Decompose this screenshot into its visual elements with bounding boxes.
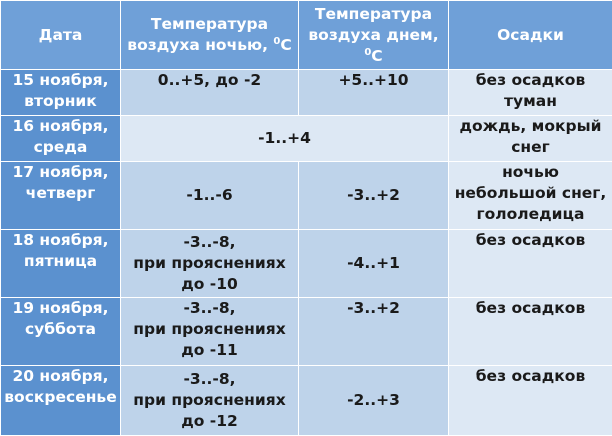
row-date: 17 ноября, четверг — [1, 162, 121, 230]
day-temp-value: -4..+1 — [301, 253, 446, 274]
weekday-line: пятница — [3, 251, 118, 272]
precip-line: снег — [451, 137, 610, 158]
night-temp-cell: 0..+5, до -2 — [121, 70, 299, 116]
night-unit: C — [280, 36, 291, 54]
precip-cell: без осадков туман — [449, 70, 612, 116]
row-date: 19 ноября, суббота — [1, 298, 121, 366]
row-date: 20 ноября, воскресенье — [1, 366, 121, 436]
precip-cell: ночью небольшой снег, гололедица — [449, 162, 612, 230]
row-date: 15 ноября, вторник — [1, 70, 121, 116]
night-temp-cell: -3..-8, при прояснениях до -11 — [121, 298, 299, 366]
day-header-line3: 0C — [301, 46, 446, 67]
date-line: 15 ноября, — [3, 70, 118, 91]
column-header-precipitation: Осадки — [449, 1, 612, 70]
night-header-text: воздуха ночью, — [127, 36, 273, 54]
weekday-line: среда — [3, 137, 118, 158]
precip-line: гололедица — [451, 204, 610, 225]
row-date: 16 ноября, среда — [1, 116, 121, 162]
night-header-line2: воздуха ночью, 0C — [123, 35, 296, 56]
night-temp-cell: -3..-8, при прояснениях до -10 — [121, 230, 299, 298]
precip-line: без осадков — [451, 298, 610, 319]
row-date: 18 ноября, пятница — [1, 230, 121, 298]
night-temp-note: до -11 — [123, 340, 296, 361]
day-temp-value: +5..+10 — [301, 70, 446, 91]
precip-line: небольшой снег, — [451, 183, 610, 204]
precip-line: туман — [451, 91, 610, 112]
precip-line: без осадков — [451, 366, 610, 387]
precip-cell: без осадков — [449, 230, 612, 298]
day-temp-value: -3..+2 — [301, 298, 446, 319]
weekday-line: вторник — [3, 91, 118, 112]
date-line: 20 ноября, — [3, 366, 118, 387]
column-header-date: Дата — [1, 1, 121, 70]
precip-line: без осадков — [451, 230, 610, 251]
table-row: 19 ноября, суббота -3..-8, при прояснени… — [1, 298, 612, 366]
temp-merged-value: -1..+4 — [123, 128, 446, 149]
night-temp-note: при прояснениях — [123, 390, 296, 411]
precip-line: без осадков — [451, 70, 610, 91]
night-temp-value: -3..-8, — [123, 369, 296, 390]
night-temp-cell: -3..-8, при прояснениях до -12 — [121, 366, 299, 436]
day-temp-cell: -3..+2 — [299, 298, 449, 366]
header-row: Дата Температура воздуха ночью, 0C Темпе… — [1, 1, 612, 70]
night-temp-note: при прояснениях — [123, 253, 296, 274]
precip-line: ночью — [451, 162, 610, 183]
column-header-night-temp: Температура воздуха ночью, 0C — [121, 1, 299, 70]
day-temp-value: -3..+2 — [301, 185, 446, 206]
precip-line: дождь, мокрый — [451, 116, 610, 137]
table-row: 20 ноября, воскресенье -3..-8, при прояс… — [1, 366, 612, 436]
day-header-line1: Температура — [301, 4, 446, 25]
day-temp-cell: +5..+10 — [299, 70, 449, 116]
table-row: 18 ноября, пятница -3..-8, при прояснени… — [1, 230, 612, 298]
night-temp-value: -3..-8, — [123, 232, 296, 253]
day-header-line2: воздуха днем, — [301, 25, 446, 46]
table-row: 15 ноября, вторник 0..+5, до -2 +5..+10 … — [1, 70, 612, 116]
precip-cell: без осадков — [449, 298, 612, 366]
date-line: 17 ноября, — [3, 162, 118, 183]
date-line: 18 ноября, — [3, 230, 118, 251]
night-temp-value: -1..-6 — [123, 185, 296, 206]
date-header-text: Дата — [3, 25, 118, 46]
night-temp-note: до -10 — [123, 274, 296, 295]
night-temp-value: -3..-8, — [123, 298, 296, 319]
day-temp-value: -2..+3 — [301, 390, 446, 411]
table-row: 16 ноября, среда -1..+4 дождь, мокрый сн… — [1, 116, 612, 162]
date-line: 16 ноября, — [3, 116, 118, 137]
night-temp-cell: -1..-6 — [121, 162, 299, 230]
night-header-line1: Температура — [123, 14, 296, 35]
weekday-line: суббота — [3, 319, 118, 340]
night-temp-note: при прояснениях — [123, 319, 296, 340]
day-temp-cell: -3..+2 — [299, 162, 449, 230]
table-row: 17 ноября, четверг -1..-6 -3..+2 ночью н… — [1, 162, 612, 230]
night-temp-note: до -12 — [123, 411, 296, 432]
night-temp-value: 0..+5, до -2 — [123, 70, 296, 91]
precip-cell: дождь, мокрый снег — [449, 116, 612, 162]
precip-cell: без осадков — [449, 366, 612, 436]
date-line: 19 ноября, — [3, 298, 118, 319]
day-temp-cell: -2..+3 — [299, 366, 449, 436]
merged-temp-cell: -1..+4 — [121, 116, 449, 162]
column-header-day-temp: Температура воздуха днем, 0C — [299, 1, 449, 70]
weekday-line: четверг — [3, 183, 118, 204]
weekday-line: воскресенье — [3, 387, 118, 408]
precip-header-text: Осадки — [451, 25, 610, 46]
day-unit: C — [371, 47, 382, 65]
day-temp-cell: -4..+1 — [299, 230, 449, 298]
